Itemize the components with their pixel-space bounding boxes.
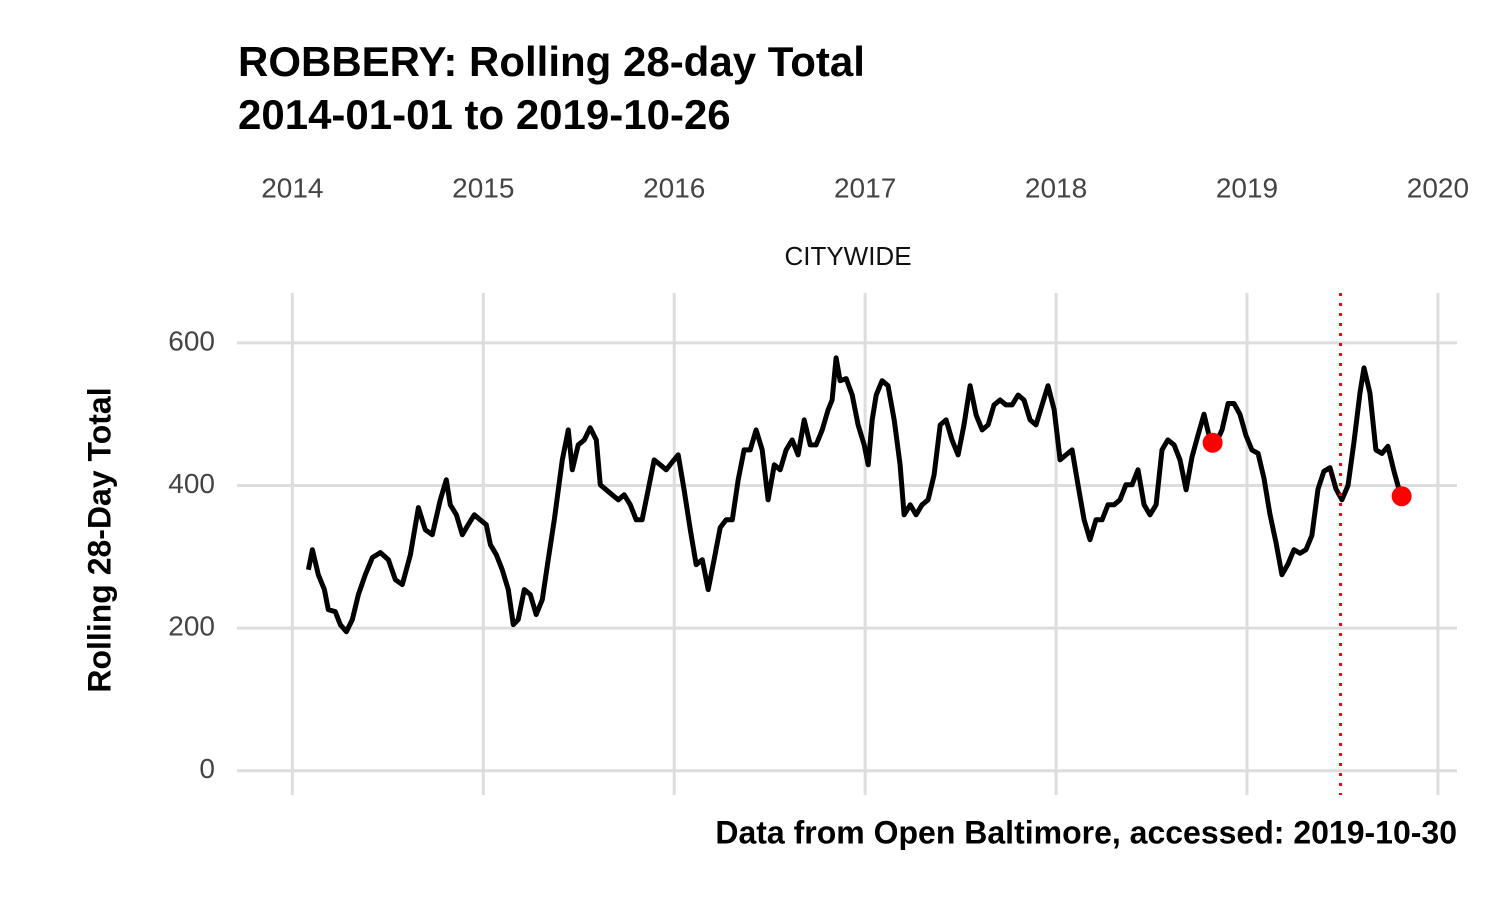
x-tick-label: 2015 <box>452 172 514 203</box>
x-tick-label: 2016 <box>643 172 705 203</box>
caption: Data from Open Baltimore, accessed: 2019… <box>715 814 1457 850</box>
x-tick-label: 2018 <box>1025 172 1087 203</box>
facet-label: CITYWIDE <box>784 241 911 271</box>
x-tick-label: 2019 <box>1216 172 1278 203</box>
y-tick-label: 0 <box>199 753 215 784</box>
x-tick-label: 2017 <box>834 172 896 203</box>
chart-subtitle: 2014-01-01 to 2019-10-26 <box>238 91 731 138</box>
y-tick-label: 600 <box>168 325 215 356</box>
x-tick-label: 2020 <box>1407 172 1469 203</box>
highlight-point <box>1391 486 1412 507</box>
data-line <box>305 355 1403 635</box>
y-tick-label: 400 <box>168 468 215 499</box>
y-axis-title: Rolling 28-Day Total <box>81 387 117 692</box>
x-tick-label: 2014 <box>261 172 323 203</box>
chart-title: ROBBERY: Rolling 28-day Total <box>238 38 865 85</box>
y-tick-label: 200 <box>168 611 215 642</box>
highlight-point <box>1202 432 1223 453</box>
